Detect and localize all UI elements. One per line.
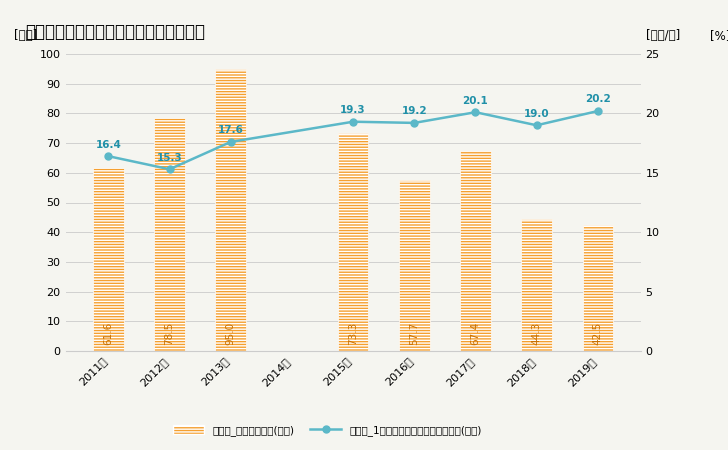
Bar xyxy=(460,151,491,351)
Legend: 非木造_工事費予定額(左軸), 非木造_1平米当たり平均工事費予定額(右軸): 非木造_工事費予定額(左軸), 非木造_1平米当たり平均工事費予定額(右軸) xyxy=(169,421,486,440)
Bar xyxy=(399,180,430,351)
Text: 15.3: 15.3 xyxy=(157,153,183,163)
Bar xyxy=(582,225,613,351)
Text: 44.3: 44.3 xyxy=(531,322,542,345)
Text: 19.3: 19.3 xyxy=(340,105,366,115)
Bar xyxy=(154,118,185,351)
Text: 19.0: 19.0 xyxy=(524,109,550,119)
Text: 95.0: 95.0 xyxy=(226,322,236,345)
Text: 78.5: 78.5 xyxy=(165,322,175,345)
Text: 20.1: 20.1 xyxy=(462,96,488,106)
Text: 61.6: 61.6 xyxy=(103,322,114,345)
Bar xyxy=(338,133,368,351)
Bar xyxy=(93,168,124,351)
Text: [億円]: [億円] xyxy=(14,29,37,42)
Text: 非木造建築物の工事費予定額合計の推移: 非木造建築物の工事費予定額合計の推移 xyxy=(25,23,205,41)
Text: 57.7: 57.7 xyxy=(409,322,419,345)
Bar xyxy=(521,220,552,351)
Text: 73.3: 73.3 xyxy=(348,322,358,345)
Text: 16.4: 16.4 xyxy=(95,140,122,150)
Text: [%]: [%] xyxy=(710,29,728,42)
Text: 67.4: 67.4 xyxy=(470,322,480,345)
Text: 20.2: 20.2 xyxy=(585,94,611,104)
Text: 42.5: 42.5 xyxy=(593,322,603,345)
Text: 17.6: 17.6 xyxy=(218,126,244,135)
Bar xyxy=(215,69,246,351)
Text: 19.2: 19.2 xyxy=(401,106,427,117)
Text: [万円/㎡]: [万円/㎡] xyxy=(646,29,681,42)
